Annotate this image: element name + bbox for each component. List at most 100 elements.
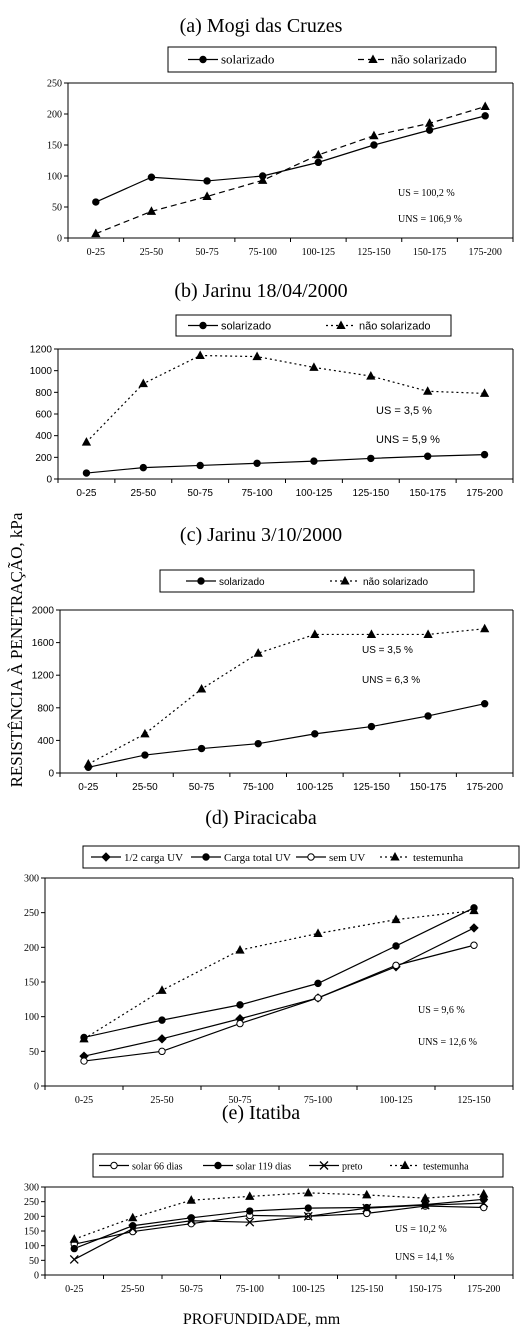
y-tick-label: 200	[35, 453, 52, 464]
y-tick-label: 100	[24, 1241, 39, 1252]
legend-label: solar 66 dias	[132, 1162, 183, 1173]
x-tick-label: 50-75	[187, 488, 213, 499]
data-point	[140, 464, 146, 470]
data-point	[370, 132, 378, 139]
data-series	[85, 625, 489, 767]
data-point	[93, 199, 99, 205]
y-tick-label: 100	[47, 172, 62, 183]
y-tick-label: 300	[24, 874, 39, 885]
x-tick-label: 0-25	[78, 782, 98, 793]
legend-label: testemunha	[423, 1162, 469, 1173]
data-point	[315, 151, 323, 158]
data-point	[315, 159, 321, 165]
y-tick-label: 0	[34, 1271, 39, 1282]
chart-title: (d) Piracicaba	[205, 807, 317, 829]
chart-title: (a) Mogi das Cruzes	[180, 15, 343, 37]
data-point	[424, 453, 430, 459]
x-tick-label: 100-125	[296, 488, 333, 499]
x-tick-label: 175-200	[466, 782, 503, 793]
data-point	[85, 760, 93, 767]
data-series	[80, 907, 478, 1042]
y-tick-label: 0	[48, 769, 54, 780]
x-tick-label: 100-125	[302, 247, 335, 258]
x-tick-label: 25-50	[132, 782, 158, 793]
legend-marker	[215, 1162, 221, 1168]
data-point	[393, 962, 399, 968]
y-tick-label: 1000	[30, 366, 53, 377]
legend-marker	[111, 1162, 117, 1168]
x-tick-label: 125-150	[350, 1284, 383, 1295]
data-point	[237, 1002, 243, 1008]
chart-panel: (d) Piracicaba 1/2 carga UV Carga total UV…	[24, 807, 519, 1106]
x-tick-label: 150-175	[410, 782, 447, 793]
data-point	[425, 713, 431, 719]
y-tick-label: 1200	[32, 671, 55, 682]
y-tick-label: 0	[57, 234, 62, 245]
x-tick-label: 50-75	[195, 247, 218, 258]
chart-annotation: UNS = 12,6 %	[418, 1037, 477, 1048]
data-point	[236, 946, 244, 953]
chart-annotation: US = 100,2 %	[398, 188, 455, 199]
chart-panel: (a) Mogi das Cruzes solarizado não solariz…	[47, 15, 513, 258]
x-tick-label: 0-25	[65, 1284, 83, 1295]
y-tick-label: 150	[24, 1227, 39, 1238]
legend-label: testemunha	[413, 852, 463, 864]
x-tick-label: 75-100	[249, 247, 277, 258]
data-point	[83, 470, 89, 476]
data-point	[482, 113, 488, 119]
series-line	[84, 911, 474, 1039]
legend-label: 1/2 carga UV	[124, 852, 183, 864]
data-point	[140, 380, 148, 387]
chart-annotation: UNS = 106,9 %	[398, 214, 462, 225]
x-tick-label: 75-100	[243, 782, 275, 793]
data-point	[426, 127, 432, 133]
x-tick-label: 150-175	[409, 488, 446, 499]
data-series	[83, 451, 488, 476]
x-tick-label: 0-25	[75, 1095, 93, 1106]
x-tick-label: 175-200	[466, 488, 503, 499]
legend-marker	[308, 854, 314, 860]
data-point	[142, 752, 148, 758]
data-point	[246, 1192, 254, 1199]
chart-title: (e) Itatiba	[222, 1102, 300, 1124]
y-tick-label: 0	[34, 1082, 39, 1093]
data-point	[424, 387, 432, 394]
chart-annotation: UNS = 5,9 %	[376, 434, 440, 446]
chart-legend: 1/2 carga UV Carga total UV sem UV testemun…	[83, 846, 519, 868]
chart-panel: (e) Itatibasolar 66 dias solar 119 dias pr…	[24, 1102, 513, 1295]
legend-label: preto	[342, 1162, 363, 1173]
legend-label: solarizado	[219, 577, 265, 588]
x-tick-label: 50-75	[180, 1284, 203, 1295]
y-tick-label: 1600	[32, 638, 55, 649]
data-point	[393, 943, 399, 949]
data-point	[254, 460, 260, 466]
series-line	[84, 908, 474, 1038]
chart-legend: solarizado não solarizado	[160, 570, 474, 592]
y-tick-label: 0	[46, 475, 52, 486]
data-point	[368, 455, 374, 461]
data-point	[368, 723, 374, 729]
y-tick-label: 50	[52, 203, 62, 214]
y-tick-label: 600	[35, 410, 52, 421]
y-tick-label: 50	[29, 1047, 39, 1058]
chart-legend: solarizado não solarizado	[176, 315, 451, 336]
y-tick-label: 150	[47, 141, 62, 152]
chart-annotation: US = 3,5 %	[362, 645, 413, 656]
chart-title: (c) Jarinu 3/10/2000	[180, 524, 342, 546]
x-tick-label: 100-125	[296, 782, 333, 793]
y-tick-label: 200	[47, 110, 62, 121]
y-tick-label: 250	[47, 79, 62, 90]
data-series	[81, 905, 477, 1041]
y-tick-label: 300	[24, 1183, 39, 1194]
series-line	[84, 928, 474, 1056]
data-point	[304, 1189, 312, 1196]
data-point	[71, 1245, 77, 1251]
legend-marker	[200, 56, 206, 62]
legend-label: Carga total UV	[224, 852, 291, 864]
data-point	[367, 372, 375, 379]
data-point	[481, 103, 489, 110]
data-point	[196, 352, 204, 359]
y-tick-label: 250	[24, 1197, 39, 1208]
data-point	[129, 1214, 137, 1221]
data-point	[70, 1235, 78, 1242]
